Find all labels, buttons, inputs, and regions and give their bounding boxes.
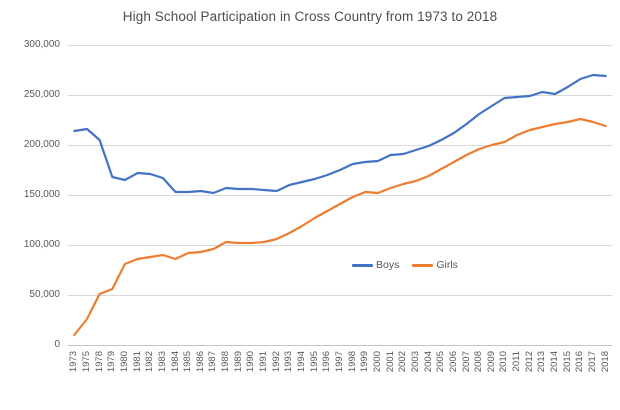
- girls-line-swatch-icon: [412, 263, 434, 267]
- gridline: [68, 295, 612, 296]
- gridline: [68, 145, 612, 146]
- y-axis-tick-label: 50,000: [29, 289, 60, 300]
- y-axis-tick-label: 300,000: [23, 39, 60, 50]
- y-axis-tick-label: 0: [54, 339, 60, 350]
- x-axis-line: [68, 345, 612, 346]
- gridline: [68, 245, 612, 246]
- y-axis-tick-label: 200,000: [23, 139, 60, 150]
- legend-item-boys[interactable]: Boys: [352, 258, 399, 272]
- chart-title: High School Participation in Cross Count…: [122, 9, 498, 24]
- gridline: [68, 95, 612, 96]
- series-line-girls: [73, 117, 607, 337]
- gridline: [68, 45, 612, 46]
- boys-line-swatch-icon: [352, 263, 373, 267]
- legend-label-boys: Boys: [376, 259, 400, 271]
- y-axis-tick-label: 250,000: [23, 89, 60, 100]
- gridline: [68, 195, 612, 196]
- y-axis-tick-label: 100,000: [23, 239, 60, 250]
- legend: Boys Girls: [352, 258, 458, 272]
- series-line-boys: [73, 73, 607, 195]
- y-axis-tick-label: 150,000: [23, 189, 60, 200]
- legend-item-girls[interactable]: Girls: [412, 258, 458, 272]
- legend-label-girls: Girls: [436, 259, 458, 271]
